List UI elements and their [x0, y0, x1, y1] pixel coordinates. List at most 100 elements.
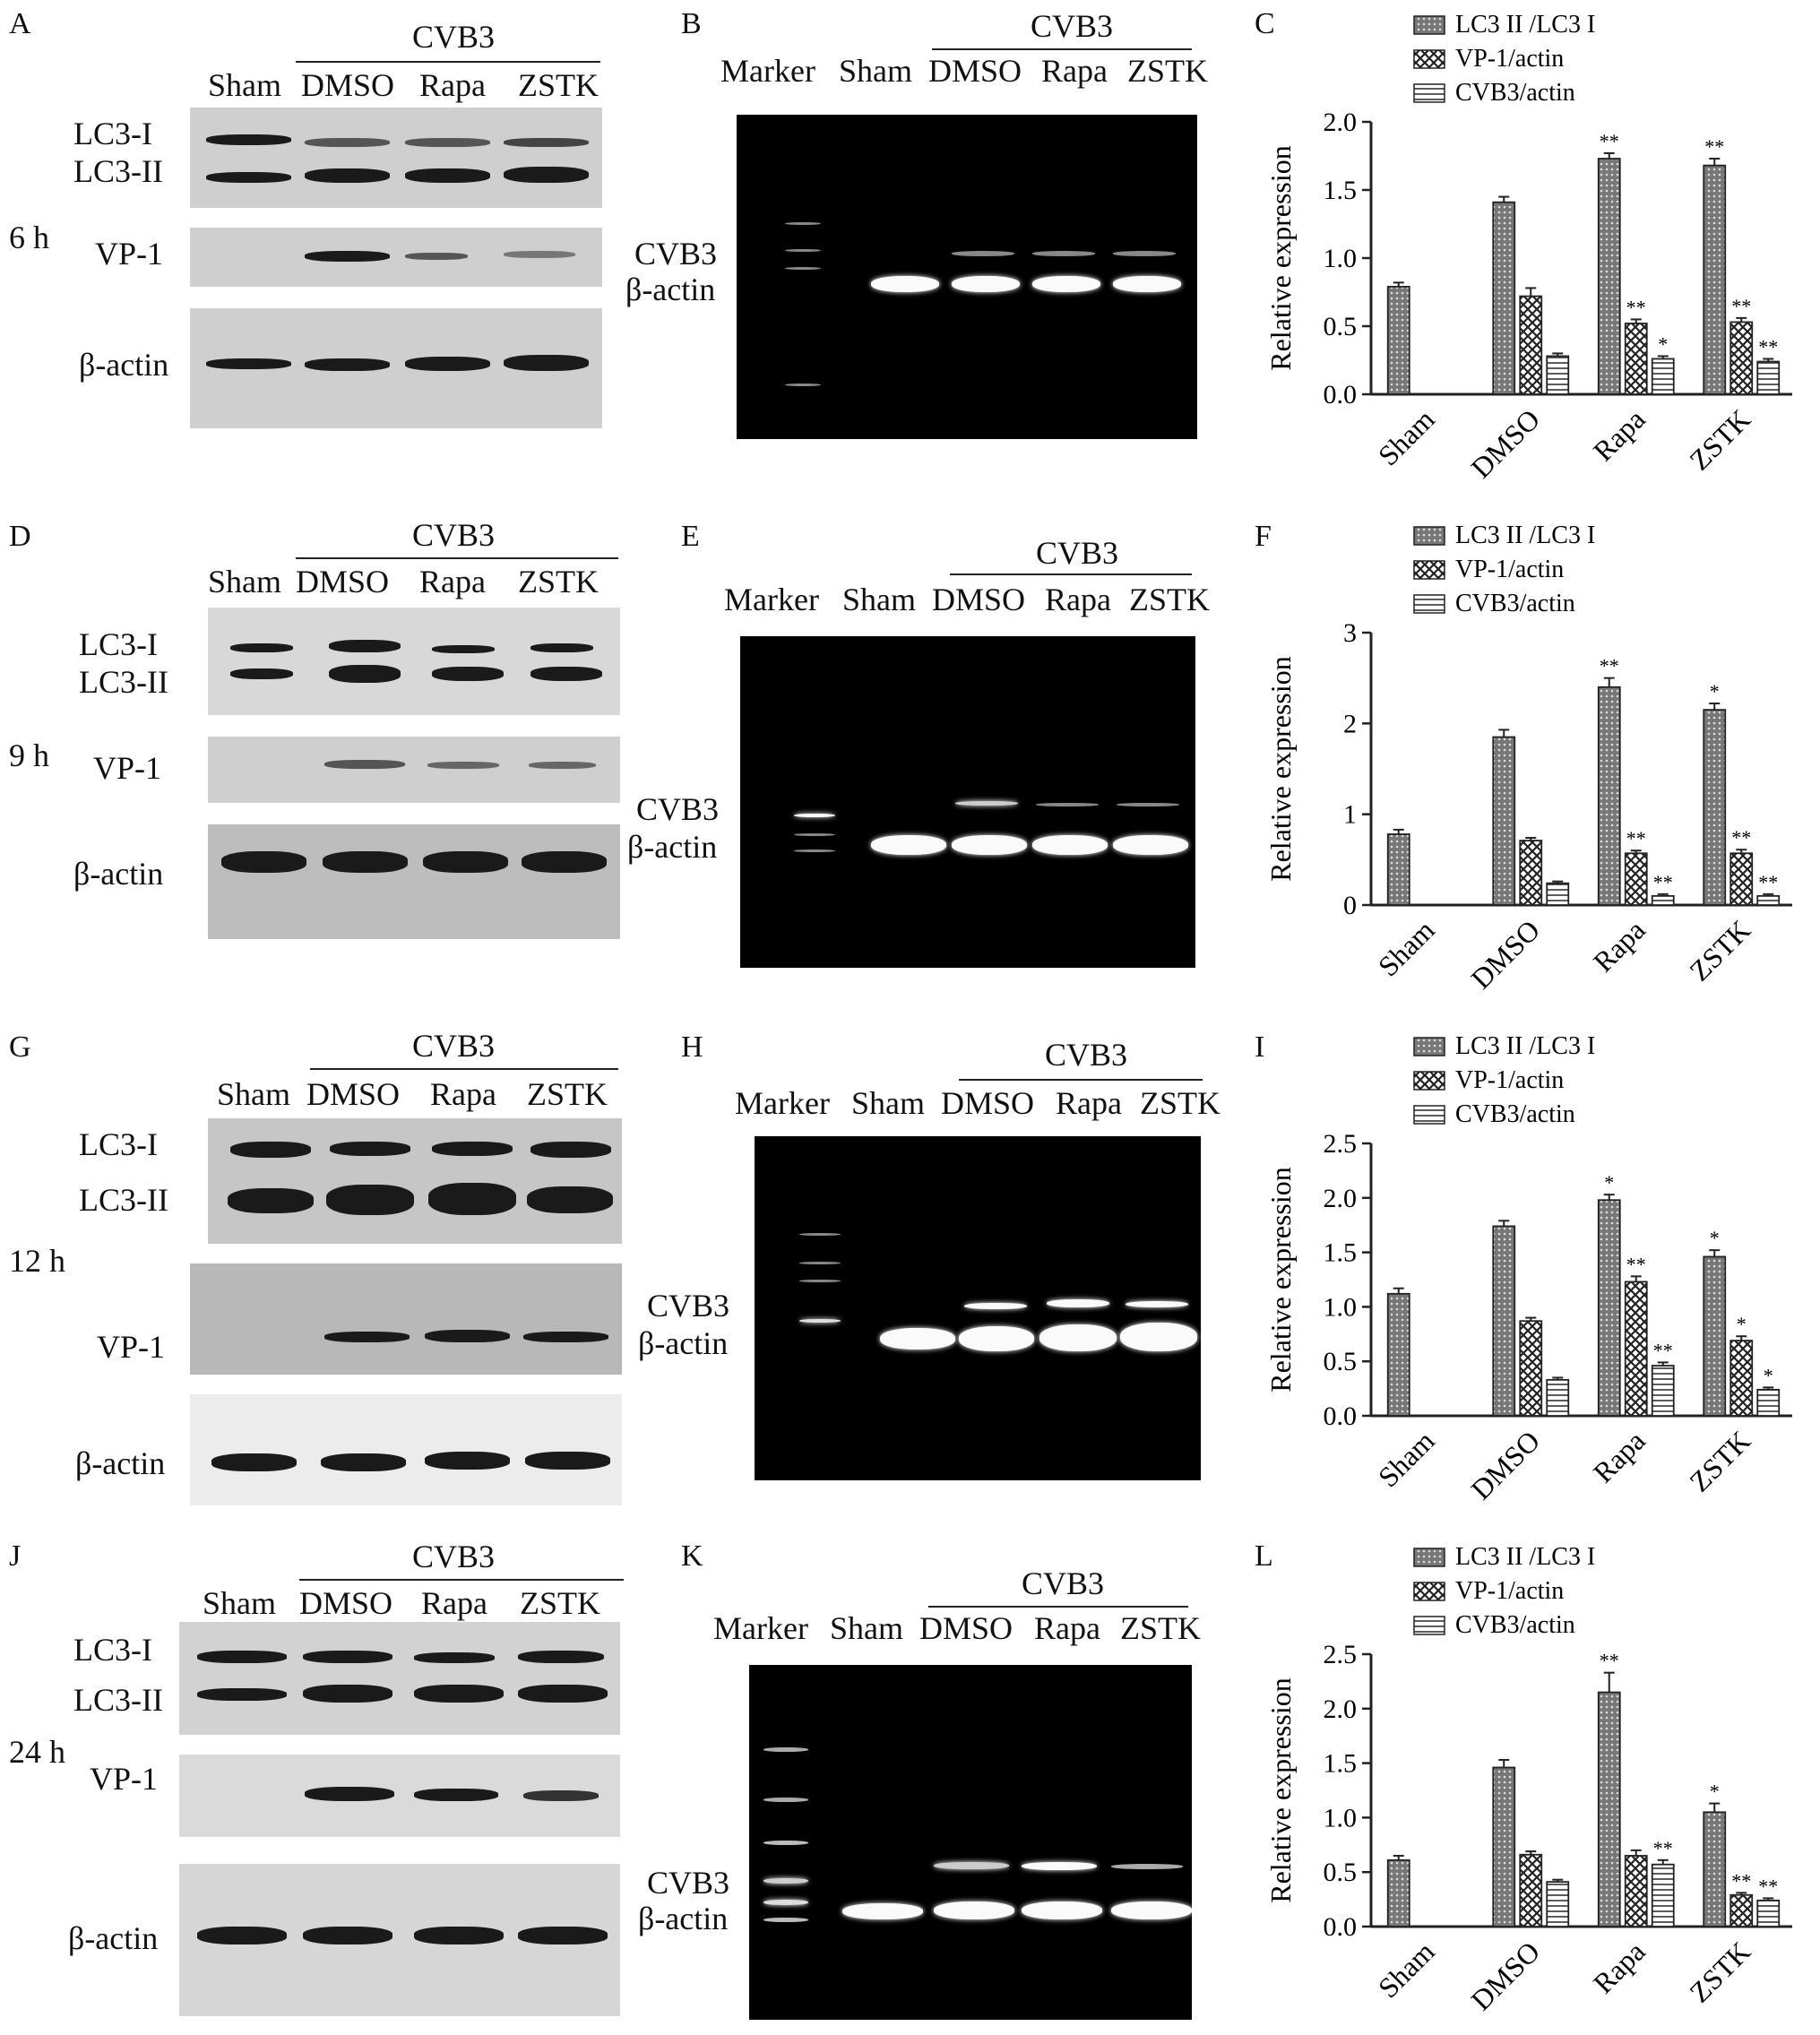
legend-swatch: [1413, 560, 1445, 580]
significance-mark: **: [1626, 1253, 1646, 1275]
gel-image: [740, 636, 1195, 968]
x-tick-label: Sham: [1372, 1424, 1441, 1493]
panel-letter-a: A: [9, 7, 31, 40]
lane-label: Rapa: [430, 1076, 496, 1112]
bar: [1756, 1899, 1781, 1927]
legend-label: LC3 II /LC3 I: [1455, 1032, 1595, 1060]
cvb3-band-label: CVB3: [636, 791, 720, 827]
panel-letter-g: G: [9, 1030, 31, 1064]
cvb3-band-label: CVB3: [634, 236, 718, 272]
y-tick-label: 1.5: [1324, 1238, 1358, 1268]
actin-band-label: β-actin: [625, 272, 716, 307]
group-line: [296, 61, 600, 63]
gel-image: [737, 115, 1197, 439]
bar: [1756, 360, 1781, 395]
lane-label: ZSTK: [1129, 582, 1210, 617]
x-tick-label: Sham: [1372, 402, 1441, 471]
panel-letter-d: D: [9, 520, 31, 553]
x-tick-label: ZSTK: [1683, 913, 1756, 987]
legend-swatch: [1413, 49, 1445, 69]
legend-swatch: [1413, 1582, 1445, 1601]
lane-label: Sham: [842, 582, 917, 617]
panel-letter-c: C: [1255, 7, 1275, 40]
bar: [1519, 1320, 1543, 1417]
x-tick-label: DMSO: [1464, 1424, 1546, 1505]
y-axis-label: Relative expression: [1264, 145, 1297, 370]
lane-label: Sham: [208, 67, 282, 103]
lane-label: Rapa: [1045, 582, 1111, 617]
bar: [1597, 1199, 1621, 1417]
legend-swatch: [1413, 1037, 1445, 1056]
lc3-ii-label: LC3-II: [79, 1182, 168, 1218]
bar: [1386, 833, 1410, 906]
x-tick-label: ZSTK: [1683, 402, 1756, 476]
significance-mark: **: [1731, 295, 1751, 317]
time-label: 6 h: [9, 220, 49, 255]
y-axis-label: Relative expression: [1264, 1167, 1297, 1392]
bar: [1729, 321, 1754, 395]
blot-vp1: [179, 1755, 620, 1837]
significance-mark: *: [1710, 1781, 1720, 1803]
gel-image: [749, 1665, 1192, 2020]
lane-label: Sham: [851, 1085, 926, 1121]
actin-band-label: β-actin: [638, 1901, 729, 1936]
lane-label: Rapa: [1034, 1610, 1100, 1646]
significance-mark: *: [1710, 680, 1720, 703]
bar: [1546, 355, 1570, 395]
bar-chart-i: LC3 II /LC3 I VP-1/actin CVB3/actin 0.0 0.5 1…: [1264, 1032, 1792, 1505]
bar: [1597, 686, 1621, 906]
lane-label: ZSTK: [1140, 1085, 1221, 1121]
blot-vp1: [190, 228, 602, 287]
y-tick-label: 1: [1343, 800, 1357, 830]
lane-label: DMSO: [296, 564, 390, 599]
y-tick-label: 2.0: [1324, 108, 1358, 137]
cvb3-group-label: CVB3: [412, 1539, 496, 1574]
blot-lc3: [179, 1622, 620, 1735]
lane-label: Sham: [839, 53, 913, 89]
y-tick-label: 0.5: [1324, 1858, 1358, 1887]
bar: [1597, 158, 1621, 395]
bar: [1756, 894, 1781, 906]
legend-swatch: [1413, 1105, 1445, 1125]
bar: [1703, 709, 1727, 906]
beta-actin-label: β-actin: [79, 347, 169, 383]
x-tick-label: Rapa: [1587, 402, 1652, 467]
legend-swatch: [1413, 1071, 1445, 1091]
lane-label: DMSO: [301, 67, 395, 103]
legend-label: CVB3/actin: [1455, 590, 1575, 617]
bar: [1519, 840, 1543, 906]
significance-mark: **: [1626, 827, 1646, 849]
bar: [1546, 882, 1570, 906]
significance-mark: **: [1653, 1837, 1673, 1859]
x-tick-label: Sham: [1372, 1935, 1441, 2004]
bar: [1651, 894, 1675, 906]
bar: [1651, 1863, 1675, 1927]
vp1-label: VP-1: [97, 1329, 166, 1365]
panel-letter-e: E: [681, 520, 700, 553]
beta-actin-label: β-actin: [75, 1445, 166, 1481]
lane-label: Sham: [203, 1585, 277, 1621]
group-line: [296, 557, 618, 559]
y-tick-label: 1.0: [1324, 1292, 1358, 1322]
y-tick-label: 1.5: [1324, 1749, 1358, 1779]
cvb3-group-label: CVB3: [412, 1028, 496, 1064]
beta-actin-label: β-actin: [68, 1920, 159, 1956]
lane-label: Rapa: [1041, 53, 1108, 89]
bar-chart-f: LC3 II /LC3 I VP-1/actin CVB3/actin 0 1 2 3 Rel…: [1264, 522, 1792, 995]
significance-mark: *: [1658, 332, 1668, 355]
lane-label: Marker: [713, 1610, 808, 1646]
legend-label: VP-1/actin: [1455, 556, 1564, 583]
panel-letter-h: H: [681, 1030, 703, 1064]
panel-letter-k: K: [681, 1539, 703, 1573]
x-tick-label: Rapa: [1587, 1935, 1652, 1999]
cvb3-band-label: CVB3: [647, 1288, 730, 1324]
lane-label: Rapa: [1056, 1085, 1122, 1121]
gel-image: [755, 1136, 1201, 1480]
cvb3-group-label: CVB3: [412, 517, 496, 553]
lane-label: ZSTK: [518, 67, 599, 103]
lane-label: Rapa: [419, 67, 486, 103]
significance-mark: **: [1653, 871, 1673, 893]
lane-label: Sham: [217, 1076, 291, 1112]
panel-letter-l: L: [1255, 1539, 1273, 1573]
significance-mark: *: [1737, 1313, 1747, 1335]
